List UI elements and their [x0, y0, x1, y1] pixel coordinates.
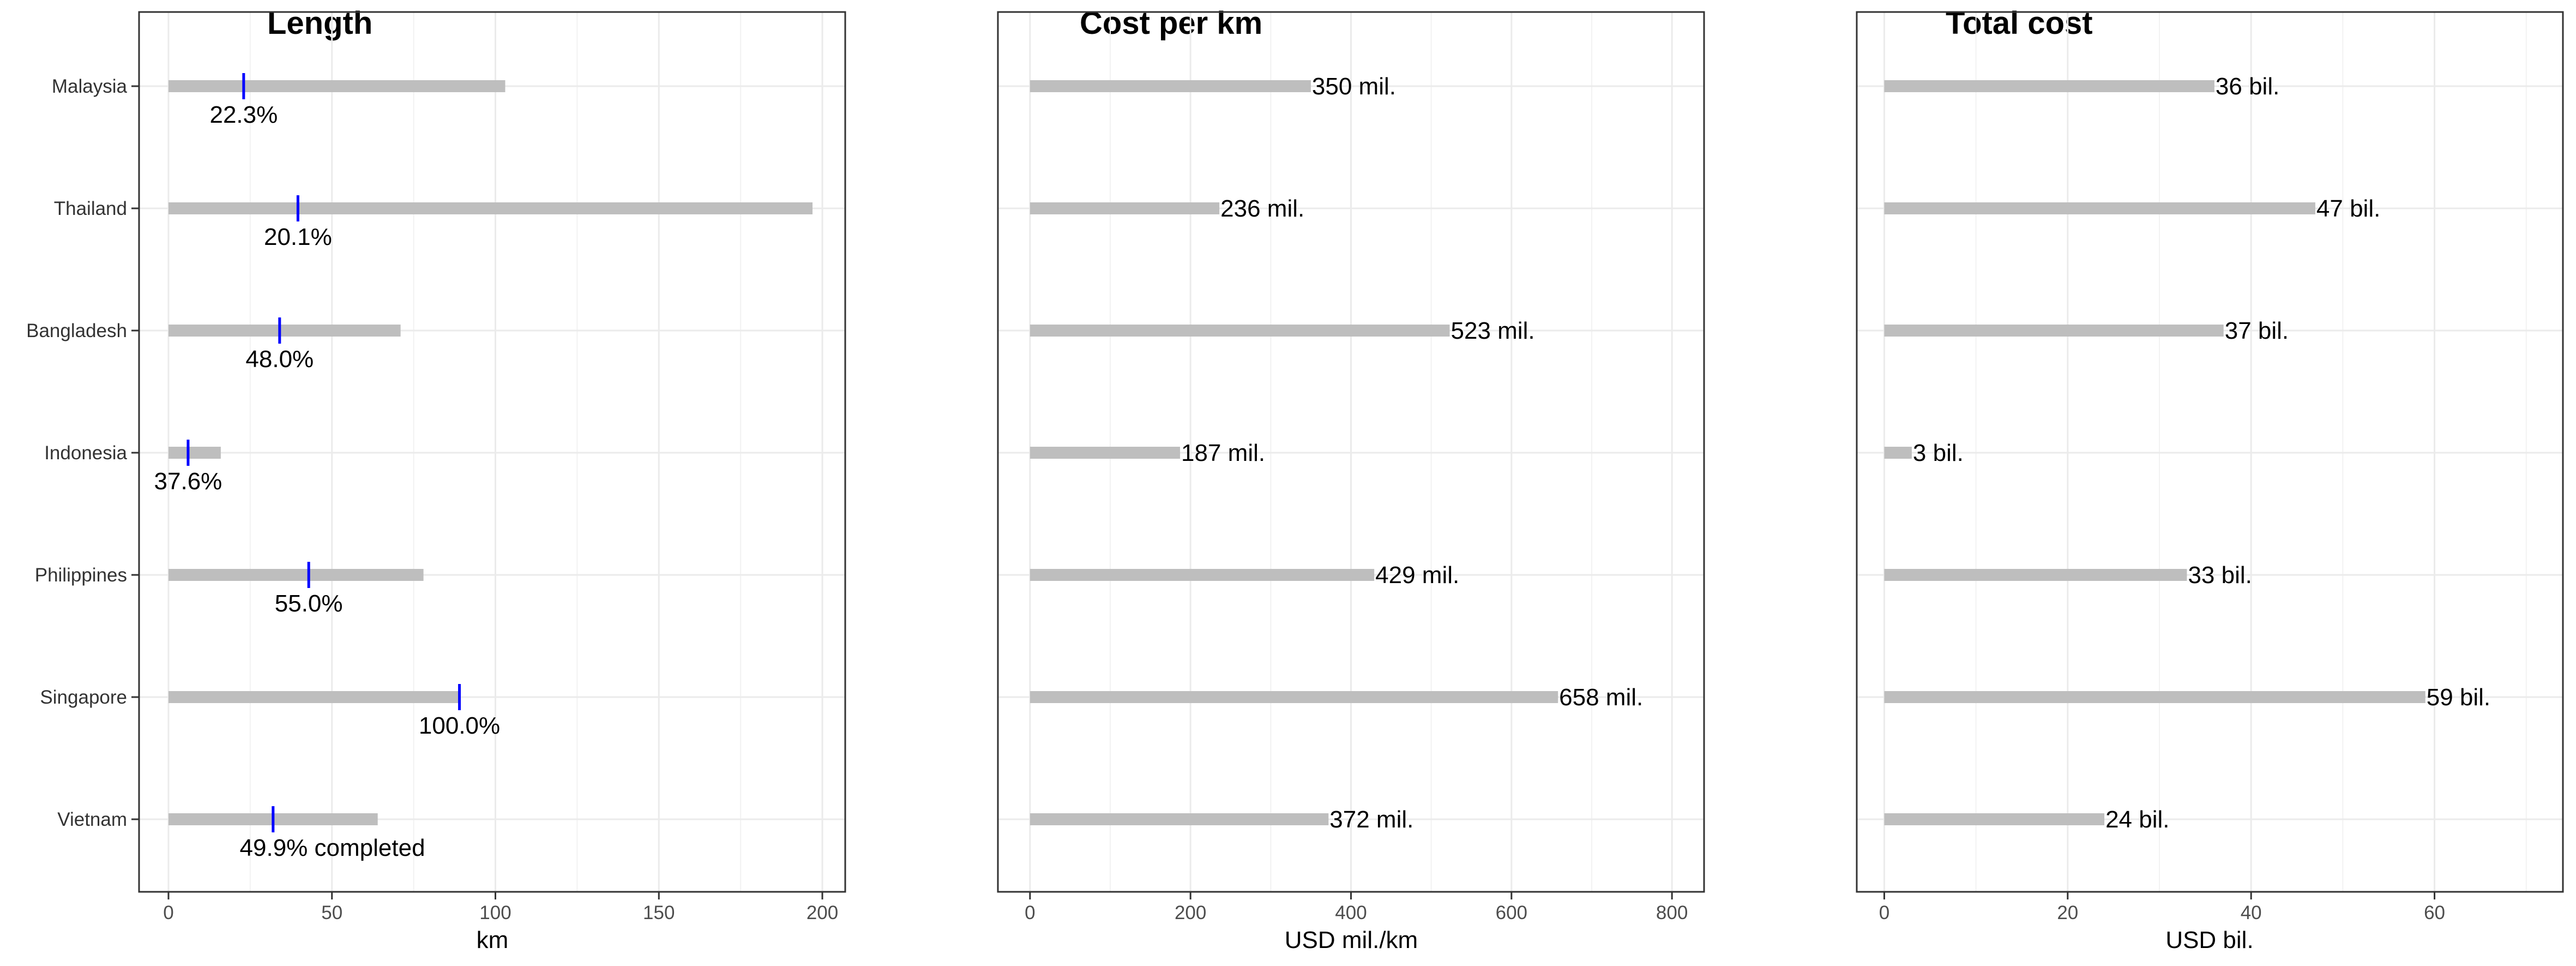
bar-vietnam	[1884, 813, 2105, 825]
category-label-thailand: Thailand	[54, 198, 127, 219]
category-label-indonesia: Indonesia	[44, 442, 127, 464]
bar-thailand	[1884, 202, 2315, 214]
x-tick-label: 200	[1175, 902, 1206, 923]
panel-border	[997, 11, 1705, 893]
x-tick-label: 200	[806, 902, 838, 923]
bar-singapore	[1884, 691, 2425, 703]
bar-indonesia	[168, 447, 221, 459]
category-label-singapore: Singapore	[40, 687, 127, 708]
value-label-singapore: 658 mil.	[1559, 684, 1643, 711]
panel-border	[138, 11, 846, 893]
x-tick-label: 150	[643, 902, 675, 923]
x-axis-title-total-cost: USD bil.	[2165, 927, 2253, 953]
bar-singapore	[1030, 691, 1558, 703]
bar-indonesia	[1884, 447, 1912, 459]
completion-label-vietnam: 49.9% completed	[240, 835, 425, 861]
value-label-philippines: 429 mil.	[1375, 562, 1459, 589]
bar-bangladesh	[168, 325, 401, 337]
bar-bangladesh	[1030, 325, 1450, 337]
completion-label-philippines: 55.0%	[275, 590, 343, 617]
category-label-vietnam: Vietnam	[57, 809, 127, 830]
bar-philippines	[168, 569, 424, 581]
panel-title-total-cost: Total cost	[1946, 5, 2093, 41]
bar-bangladesh	[1884, 325, 2224, 337]
x-tick-label: 60	[2424, 902, 2445, 923]
x-tick-label: 20	[2057, 902, 2078, 923]
category-label-philippines: Philippines	[35, 565, 127, 586]
value-label-vietnam: 372 mil.	[1329, 806, 1413, 833]
bar-indonesia	[1030, 447, 1181, 459]
value-label-indonesia: 187 mil.	[1181, 440, 1265, 466]
bar-malaysia	[1884, 80, 2214, 92]
panel-total-cost: Total cost USD bil. 0 20 40 60 36 bil. 47 bil…	[1856, 5, 2564, 953]
x-tick-label: 600	[1496, 902, 1527, 923]
category-label-bangladesh: Bangladesh	[26, 320, 127, 341]
bar-philippines	[1884, 569, 2187, 581]
x-tick-label: 0	[1025, 902, 1035, 923]
value-label-bangladesh: 37 bil.	[2225, 317, 2289, 344]
panel-cost-per-km: Cost per km USD mil./km 0 200 400 600 800 350…	[997, 5, 1705, 953]
bar-vietnam	[1030, 813, 1329, 825]
bar-thailand	[168, 202, 813, 214]
bar-singapore	[168, 691, 460, 703]
value-label-malaysia: 36 bil.	[2216, 73, 2279, 100]
x-tick-label: 0	[1879, 902, 1889, 923]
value-label-indonesia: 3 bil.	[1913, 440, 1964, 466]
completion-label-thailand: 20.1%	[264, 224, 332, 250]
x-axis-title-cost-per-km: USD mil./km	[1285, 927, 1418, 953]
value-label-philippines: 33 bil.	[2188, 562, 2252, 589]
x-tick-label: 400	[1335, 902, 1367, 923]
value-label-bangladesh: 523 mil.	[1451, 317, 1535, 344]
bar-malaysia	[168, 80, 505, 92]
x-tick-label: 0	[163, 902, 173, 923]
panel-title-cost-per-km: Cost per km	[1080, 5, 1262, 41]
x-tick-label: 40	[2241, 902, 2262, 923]
completion-label-singapore: 100.0%	[419, 712, 500, 739]
value-label-thailand: 47 bil.	[2316, 195, 2380, 222]
panel-border	[1856, 11, 2564, 893]
category-label-malaysia: Malaysia	[52, 76, 128, 97]
value-label-thailand: 236 mil.	[1220, 195, 1304, 222]
x-tick-label: 100	[479, 902, 511, 923]
x-tick-label: 800	[1656, 902, 1688, 923]
bar-philippines	[1030, 569, 1375, 581]
value-label-malaysia: 350 mil.	[1312, 73, 1396, 100]
completion-label-bangladesh: 48.0%	[245, 346, 314, 373]
completion-label-malaysia: 22.3%	[209, 101, 278, 128]
value-label-vietnam: 24 bil.	[2105, 806, 2169, 833]
panel-length: Length km 0 50 100 150 200 Malaysia 22.3% Thail…	[26, 5, 846, 953]
panel-title-length: Length	[267, 5, 372, 41]
x-tick-label: 50	[321, 902, 342, 923]
x-axis-title-length: km	[477, 927, 509, 953]
value-label-singapore: 59 bil.	[2427, 684, 2490, 711]
bar-thailand	[1030, 202, 1220, 214]
completion-label-indonesia: 37.6%	[154, 468, 222, 495]
bar-malaysia	[1030, 80, 1311, 92]
